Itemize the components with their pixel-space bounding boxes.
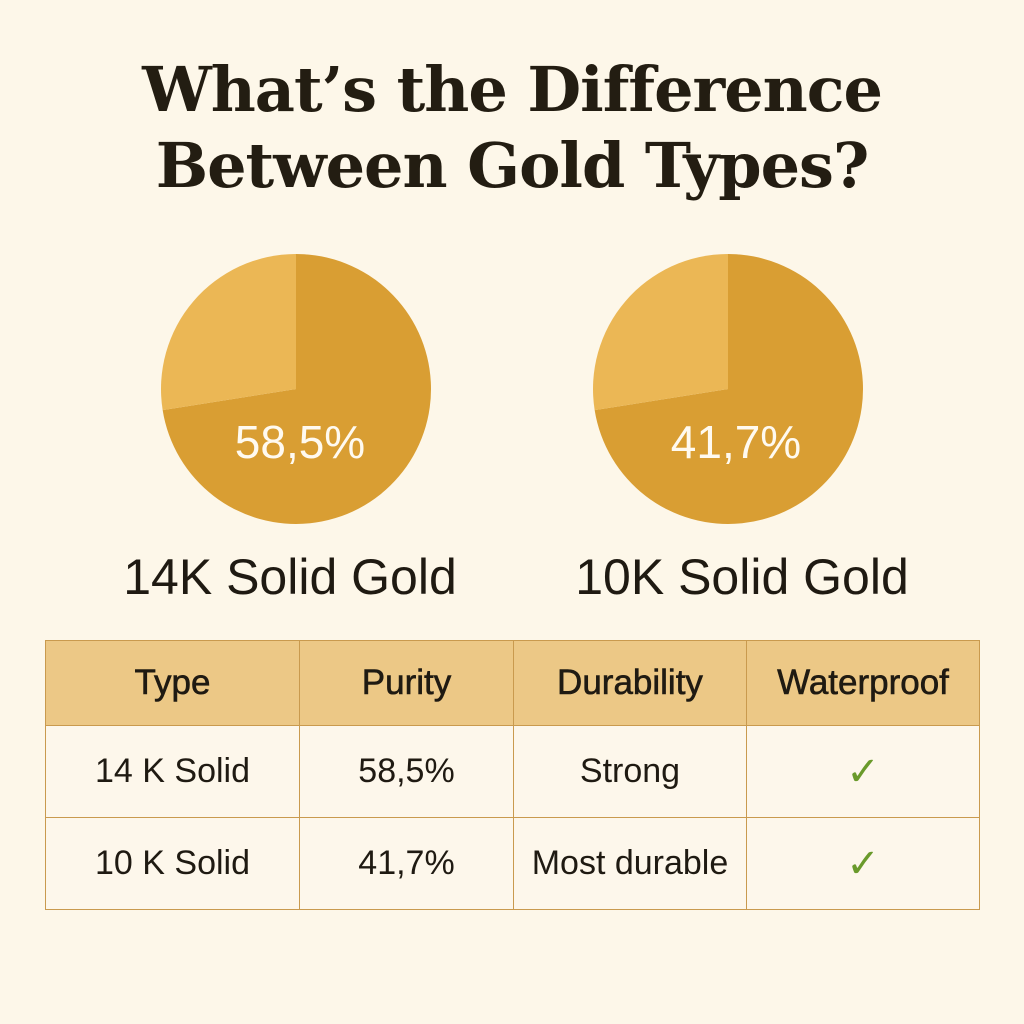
cell-durability: Strong [513, 725, 747, 818]
comparison-table: Type Purity Durability Waterproof 14 K S… [45, 640, 980, 910]
pie-label-10k: 41,7% [670, 416, 802, 468]
table-header-row: Type Purity Durability Waterproof [45, 640, 980, 726]
cell-type: 10 K Solid [45, 817, 300, 910]
title-line-1: What’s the Difference [142, 53, 883, 126]
pie-slice-main [594, 254, 863, 524]
table-row: 14 K Solid 58,5% Strong ✓ [45, 725, 980, 818]
pie-label-14k: 58,5% [234, 416, 366, 468]
title-line-2: Between Gold Types? [155, 129, 870, 202]
cell-purity: 58,5% [299, 725, 514, 818]
header-waterproof: Waterproof [746, 640, 980, 726]
page-title: What’s the Difference Between Gold Types… [0, 52, 1024, 204]
pie-slice-remainder [161, 254, 296, 411]
caption-14k: 14K Solid Gold [123, 549, 457, 605]
check-icon: ✓ [746, 725, 980, 818]
caption-10k: 10K Solid Gold [575, 549, 909, 605]
cell-purity: 41,7% [299, 817, 514, 910]
pie-chart-14k [161, 254, 431, 524]
cell-durability: Most durable [513, 817, 747, 910]
cell-type: 14 K Solid [45, 725, 300, 818]
check-icon: ✓ [746, 817, 980, 910]
header-type: Type [45, 640, 300, 726]
pie-slice-remainder [593, 254, 728, 411]
table-row: 10 K Solid 41,7% Most durable ✓ [45, 817, 980, 910]
pie-slice-main [162, 254, 431, 524]
header-purity: Purity [299, 640, 514, 726]
pie-chart-10k [593, 254, 863, 524]
header-durability: Durability [513, 640, 747, 726]
